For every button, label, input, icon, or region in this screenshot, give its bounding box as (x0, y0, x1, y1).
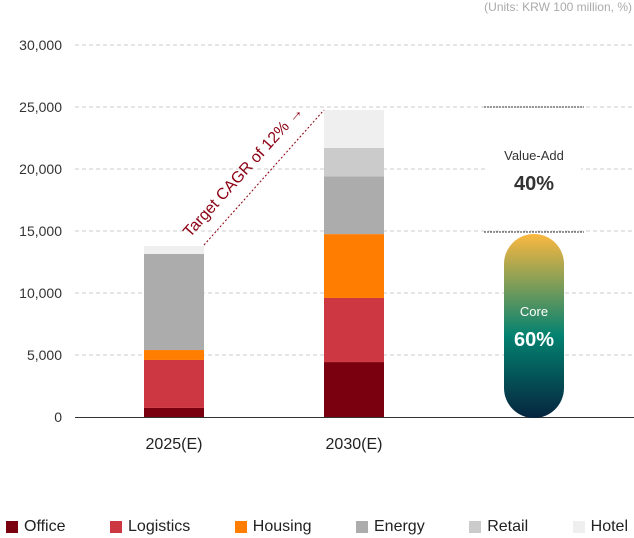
y-tick-label: 20,000 (19, 161, 62, 177)
legend-swatch (234, 521, 247, 533)
legend-label: Retail (487, 518, 529, 535)
legend-label: Housing (252, 518, 312, 535)
label-bg (487, 112, 581, 222)
legend-swatch (110, 521, 123, 533)
legend-swatch (572, 521, 585, 533)
x-tick-label: 2030(E) (326, 436, 383, 453)
legend-swatch (356, 521, 368, 533)
legend-label: Logistics (128, 518, 191, 535)
y-tick-label: 15,000 (19, 223, 62, 239)
bar-logistics (144, 359, 204, 408)
legend-label: Energy (374, 518, 425, 535)
legend-item: Hotel (572, 518, 628, 536)
value-add-pct: 40% (514, 173, 554, 195)
x-tick-label: 2025(E) (146, 436, 203, 453)
core-pill (504, 234, 564, 418)
value-add-label: Value-Add (504, 148, 564, 163)
units-note: (Units: KRW 100 million, %) (484, 0, 632, 14)
legend-swatch (6, 521, 18, 533)
y-tick-label: 30,000 (19, 37, 62, 53)
legend-swatch (469, 521, 482, 533)
y-tick-label: 25,000 (19, 99, 62, 115)
y-tick-label: 5,000 (27, 347, 62, 363)
chart-svg: 0 5,000 10,000 15,000 20,000 25,000 30,000 2025… (19, 37, 634, 453)
legend-item: Logistics (110, 518, 190, 536)
bar-energy (324, 176, 384, 235)
bar-logistics (324, 297, 384, 363)
cagr-annotation: Target CAGR of 12% → (180, 103, 306, 241)
bar-office (324, 362, 384, 417)
cagr-line (203, 109, 325, 246)
bar-office (144, 407, 204, 417)
y-tick-label: 10,000 (19, 285, 62, 301)
bar-housing (324, 234, 384, 298)
legend-item: Energy (356, 518, 425, 536)
bar-housing (144, 350, 204, 360)
legend: Office Logistics Housing Energy Retail Hotel (0, 518, 634, 536)
legend-label: Office (24, 518, 66, 535)
bar-retail (324, 147, 384, 177)
bar-hotel (144, 246, 204, 254)
bar-energy (144, 253, 204, 351)
core-pct: 60% (514, 329, 554, 351)
legend-label: Hotel (590, 518, 628, 535)
legend-item: Housing (234, 518, 312, 536)
core-label: Core (520, 304, 548, 319)
bar-hotel (324, 109, 384, 148)
y-tick-label: 0 (54, 409, 62, 425)
legend-item: Retail (469, 518, 528, 536)
legend-item: Office (6, 518, 66, 536)
